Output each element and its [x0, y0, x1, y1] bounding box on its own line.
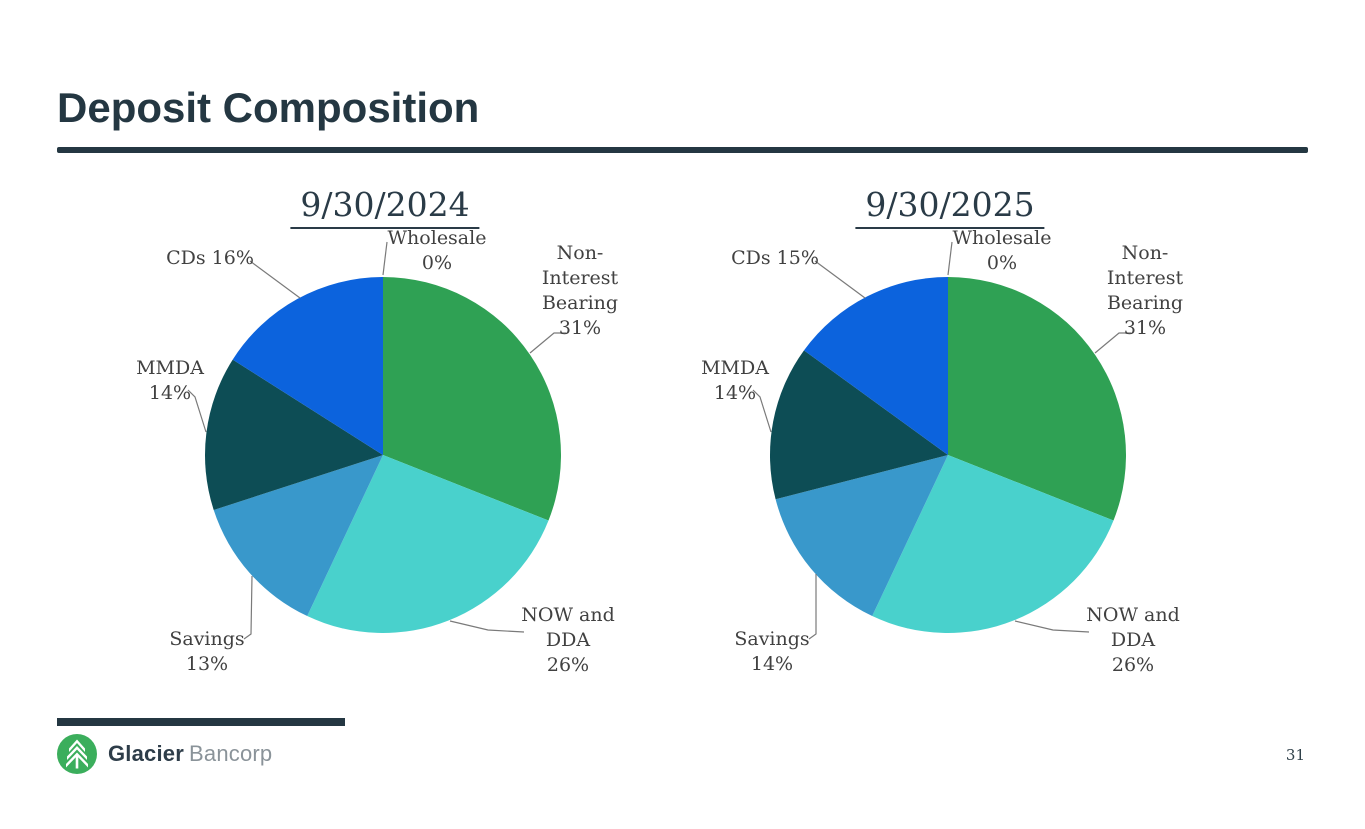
- label-line: Interest: [1106, 267, 1184, 289]
- leader-mmda: [187, 389, 207, 433]
- label-line: 13%: [185, 653, 229, 675]
- label-line: 26%: [1111, 654, 1155, 676]
- company-logo: Glacier Bancorp: [57, 734, 272, 774]
- label-non-interest-bearing: Non- Interest Bearing 31%: [542, 241, 618, 341]
- pie-chart-2025: 9/30/2025 Wholesale 0% CDs 15% Non- Inte…: [685, 185, 1215, 705]
- wedge-cds: [232, 277, 383, 455]
- pie-svg-2025: [752, 241, 1131, 640]
- label-line: Bearing: [541, 292, 619, 314]
- label-line: NOW and: [521, 604, 615, 626]
- wedge-non-interest-bearing: [948, 277, 1127, 521]
- leader-lines: [187, 241, 566, 640]
- label-line: CDs 15%: [731, 247, 819, 269]
- leader-now-dda: [449, 620, 525, 633]
- label-line: 0%: [986, 252, 1018, 274]
- label-line: 0%: [421, 252, 453, 274]
- label-line: NOW and: [1086, 604, 1180, 626]
- pie-svg-2024: [187, 241, 566, 640]
- leader-non-interest-bearing: [1094, 332, 1131, 354]
- label-wholesale: Wholesale 0%: [388, 226, 487, 276]
- wedge-savings: [775, 455, 948, 617]
- label-line: 14%: [713, 382, 757, 404]
- label-savings: Savings 13%: [169, 627, 244, 677]
- leader-savings: [808, 574, 817, 640]
- label-now-dda: NOW and DDA 26%: [1086, 603, 1180, 678]
- leader-wholesale: [382, 241, 388, 276]
- label-line: Savings: [734, 628, 810, 650]
- label-line: Non-: [556, 242, 604, 264]
- wedge-savings: [213, 455, 383, 617]
- label-line: 26%: [546, 654, 590, 676]
- leader-savings: [243, 575, 253, 640]
- label-line: Wholesale: [952, 227, 1052, 249]
- wedge-now-dda: [872, 455, 1114, 634]
- page-number: 31: [1285, 746, 1305, 764]
- label-line: 14%: [750, 653, 794, 675]
- label-line: Interest: [541, 267, 619, 289]
- label-line: MMDA: [701, 357, 769, 379]
- page-title: Deposit Composition: [57, 84, 480, 131]
- label-line: Savings: [169, 628, 245, 650]
- wedge-mmda: [204, 359, 383, 511]
- label-line: MMDA: [136, 357, 204, 379]
- pie-wedges: [769, 277, 1127, 634]
- leader-cds: [814, 260, 866, 299]
- pie-chart-2024: 9/30/2024 Wholesale 0% CDs 16% Non- Inte…: [120, 185, 650, 705]
- wedge-non-interest-bearing: [383, 277, 562, 521]
- label-line: 31%: [1123, 317, 1167, 339]
- footer-accent-bar: [57, 718, 345, 726]
- wedge-cds: [803, 277, 948, 455]
- label-line: DDA: [545, 629, 591, 651]
- label-wholesale: Wholesale 0%: [953, 226, 1052, 276]
- chart-title-2024: 9/30/2024: [290, 185, 480, 229]
- label-line: 14%: [148, 382, 192, 404]
- pie-wedges: [204, 277, 562, 634]
- label-cds: CDs 15%: [731, 246, 819, 271]
- label-line: DDA: [1110, 629, 1156, 651]
- label-line: 31%: [558, 317, 602, 339]
- leader-lines: [752, 241, 1131, 640]
- label-line: CDs 16%: [166, 247, 254, 269]
- leader-non-interest-bearing: [529, 332, 566, 354]
- label-mmda: MMDA 14%: [136, 356, 204, 406]
- title-divider: [57, 147, 1308, 153]
- brand-glacier: Glacier: [108, 741, 185, 766]
- label-line: Non-: [1121, 242, 1169, 264]
- brand-bancorp: Bancorp: [189, 741, 273, 766]
- leader-cds: [249, 260, 301, 299]
- leader-now-dda: [1014, 620, 1090, 633]
- pine-tree-icon: [57, 734, 97, 774]
- label-mmda: MMDA 14%: [701, 356, 769, 406]
- label-non-interest-bearing: Non- Interest Bearing 31%: [1107, 241, 1183, 341]
- label-line: Wholesale: [387, 227, 487, 249]
- brand-wordmark: Glacier Bancorp: [108, 741, 272, 767]
- leader-wholesale: [947, 241, 953, 276]
- label-savings: Savings 14%: [734, 627, 809, 677]
- label-now-dda: NOW and DDA 26%: [521, 603, 615, 678]
- label-cds: CDs 16%: [166, 246, 254, 271]
- wedge-now-dda: [307, 455, 549, 634]
- label-line: Bearing: [1106, 292, 1184, 314]
- chart-title-2025: 9/30/2025: [855, 185, 1045, 229]
- wedge-mmda: [769, 350, 948, 500]
- leader-mmda: [752, 389, 772, 433]
